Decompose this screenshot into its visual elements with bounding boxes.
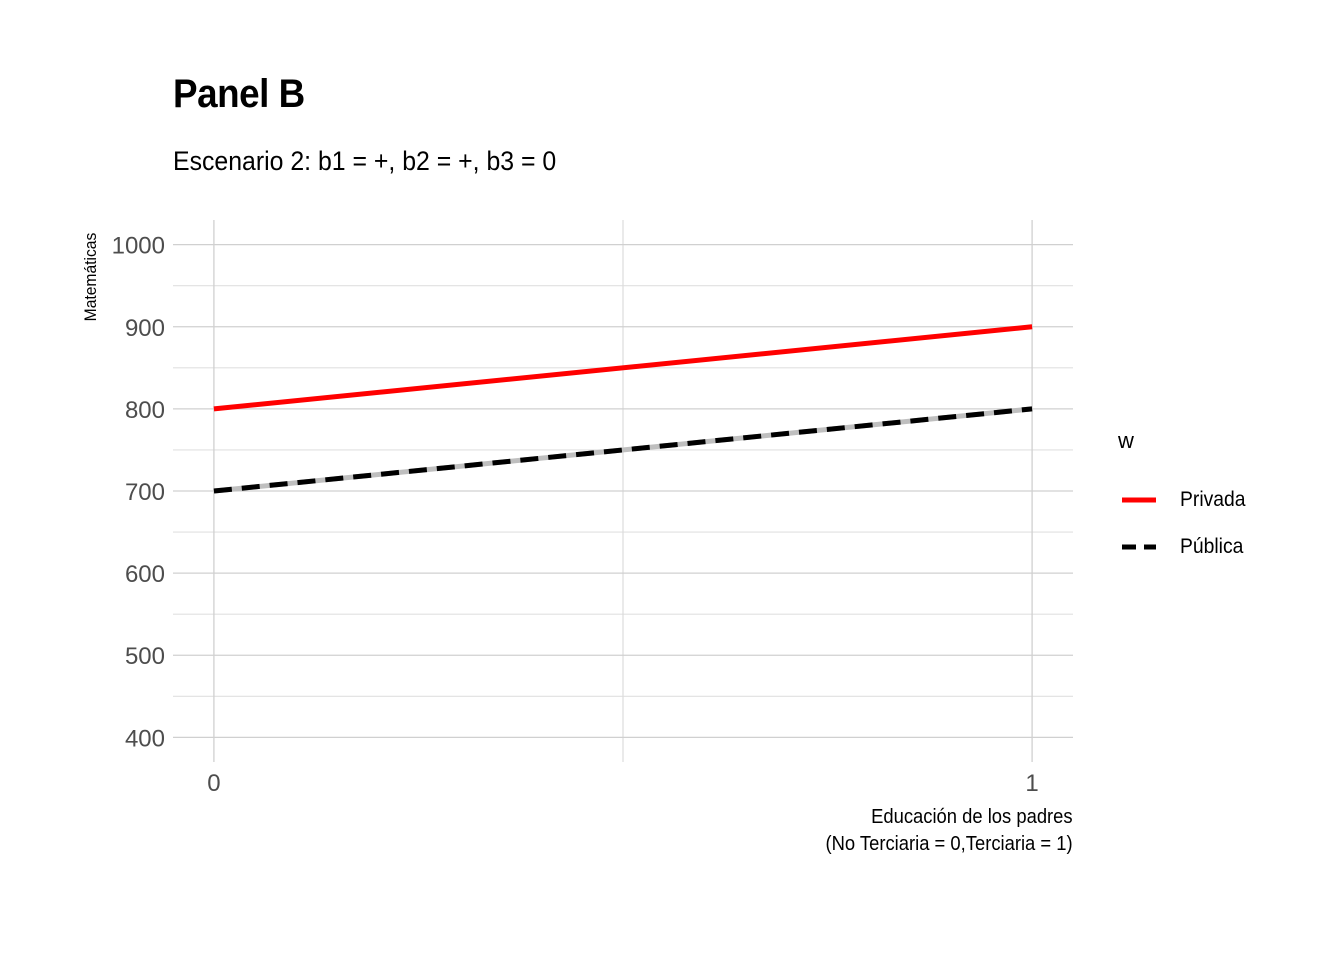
major-gridlines xyxy=(173,220,1073,762)
chart-subtitle: Escenario 2: b1 = +, b2 = +, b3 = 0 xyxy=(173,146,557,176)
y-tick-label: 1000 xyxy=(112,233,165,260)
tick-labels: 400 500 600 700 800 900 1000 0 1 xyxy=(112,233,1039,797)
series-line-publica xyxy=(213,406,1033,494)
x-tick-label: 1 xyxy=(1025,770,1038,797)
series-layer xyxy=(213,324,1033,494)
x-axis-label-line-1: Educación de los padres xyxy=(871,806,1073,828)
y-tick-label: 600 xyxy=(125,561,165,588)
legend-item-publica: Pública xyxy=(1118,523,1251,570)
y-tick-label: 900 xyxy=(125,315,165,342)
legend: w Privada Pública xyxy=(1118,428,1251,570)
legend-label-privada: Privada xyxy=(1180,487,1246,511)
y-tick-label: 500 xyxy=(125,643,165,670)
legend-key-publica xyxy=(1122,544,1156,549)
x-axis-label: Educación de los padres (No Terciaria = … xyxy=(826,804,1073,858)
chart-title: Panel B xyxy=(173,72,305,116)
y-tick-label: 400 xyxy=(125,725,165,752)
legend-item-privada: Privada xyxy=(1118,476,1251,523)
series-line-privada xyxy=(213,324,1033,412)
legend-title: w xyxy=(1118,428,1134,453)
y-tick-label: 800 xyxy=(125,397,165,424)
legend-label-publica: Pública xyxy=(1180,534,1244,558)
y-tick-label: 700 xyxy=(125,479,165,506)
x-axis-label-line-2: (No Terciaria = 0,Terciaria = 1) xyxy=(825,833,1073,855)
x-tick-label: 0 xyxy=(207,770,220,797)
legend-key-privada xyxy=(1122,497,1156,502)
